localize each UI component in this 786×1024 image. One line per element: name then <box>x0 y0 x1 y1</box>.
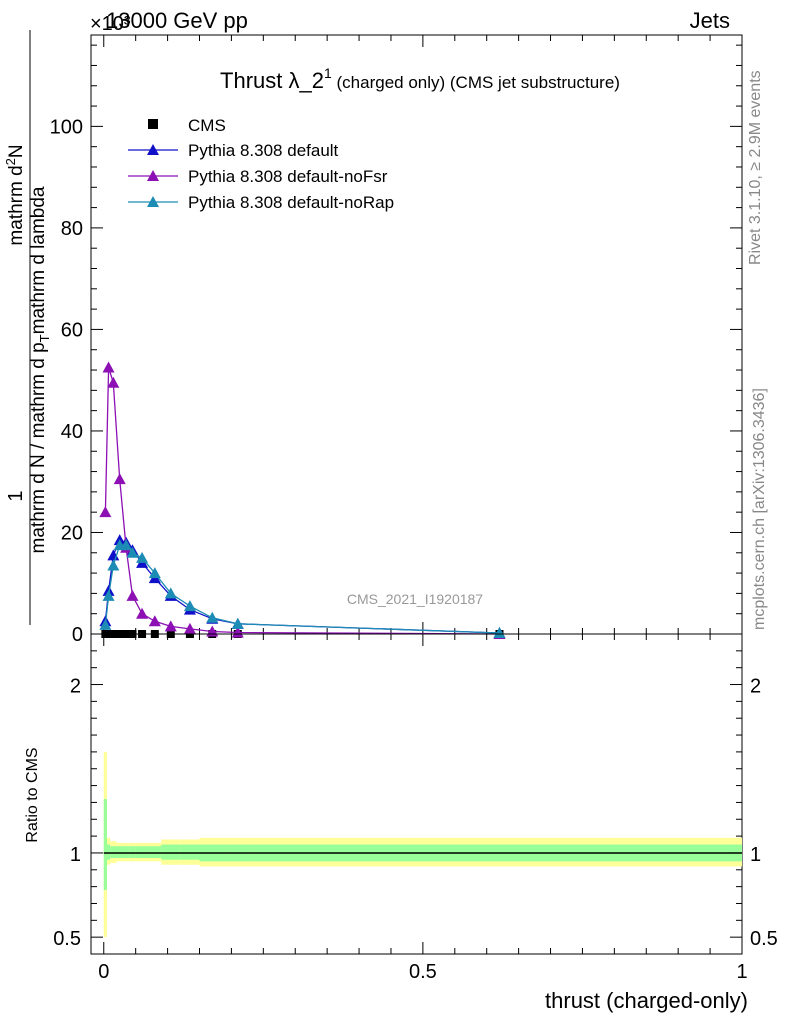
x-axis-label: thrust (charged-only) <box>545 988 748 1013</box>
ratio-data-layer <box>103 751 742 938</box>
legend-label-norap: Pythia 8.308 default-noRap <box>188 193 394 212</box>
mc-data-point <box>183 600 196 612</box>
main-axis-ticks: 0 20 40 60 80 100 <box>50 35 743 646</box>
mc-data-point <box>107 559 120 571</box>
series-line <box>104 539 500 634</box>
mc-data-point <box>231 617 244 629</box>
ratio-inner-band <box>122 846 130 858</box>
legend-marker-norap <box>147 196 159 207</box>
main-y-axis-label: 1 mathrm d N / mathrm d pTmathrm d lambd… <box>3 30 52 625</box>
ratio-inner-band <box>110 846 117 858</box>
mc-data-point <box>102 361 115 373</box>
main-y-tick-label: 40 <box>61 421 83 443</box>
legend-marker-default <box>147 144 159 155</box>
ratio-inner-band <box>116 846 123 858</box>
legend-label-nofsr: Pythia 8.308 default-noFsr <box>188 167 388 186</box>
mc-data-point <box>99 618 112 630</box>
mc-data-point <box>120 539 133 551</box>
mc-data-point <box>164 620 177 632</box>
rivet-label: Rivet 3.1.10, ≥ 2.9M events <box>747 70 764 265</box>
y-label-denominator: mathrm d N / mathrm d pTmathrm d lambda <box>28 186 52 553</box>
mc-data-point <box>102 589 115 601</box>
ratio-x-tick-label: 0.5 <box>409 961 437 983</box>
ratio-y-label: Ratio to CMS <box>24 747 41 842</box>
ratio-y-tick-label: 0.5 <box>53 928 81 950</box>
jets-label: Jets <box>690 8 730 33</box>
legend-label-default: Pythia 8.308 default <box>188 141 339 160</box>
legend-marker-nofsr <box>147 170 159 181</box>
energy-label: 13000 GeV pp <box>106 8 248 33</box>
mc-data-point <box>231 626 244 638</box>
mc-data-point <box>206 611 219 623</box>
ratio-inner-band <box>135 846 149 858</box>
mc-data-point <box>99 506 112 518</box>
legend: CMS Pythia 8.308 default Pythia 8.308 de… <box>128 116 394 212</box>
mc-data-point <box>493 626 506 638</box>
title-rest: (charged only) (CMS jet substructure) <box>332 73 620 92</box>
main-y-tick-label: 80 <box>61 218 83 240</box>
ratio-y-tick-label: 2 <box>70 676 81 698</box>
ratio-axis-ticks: 0 0.5 10.5 0.51 12 2 <box>53 634 778 983</box>
mc-data-point <box>148 615 161 627</box>
ratio-y-tick-label-right: 0.5 <box>750 928 778 950</box>
y-label-numerator-1: 1 <box>5 490 27 501</box>
title-main: Thrust λ_2 <box>220 68 324 93</box>
legend-marker-cms <box>148 119 158 129</box>
mc-data-point <box>113 473 126 485</box>
mc-data-point <box>107 376 120 388</box>
mcplots-label: mcplots.cern.ch [arXiv:1306.3436] <box>751 388 768 630</box>
mc-data-point <box>164 587 177 599</box>
ratio-inner-band <box>129 846 136 858</box>
mc-data-point <box>136 607 149 619</box>
ratio-x-tick-label: 0 <box>98 961 109 983</box>
ratio-y-tick-label-right: 1 <box>750 844 761 866</box>
ratio-y-tick-label-right: 2 <box>750 676 761 698</box>
mc-data-point <box>126 589 139 601</box>
ratio-inner-band <box>103 799 107 890</box>
plot-title: Thrust λ_21 (charged only) (CMS jet subs… <box>220 65 620 93</box>
title-sup: 1 <box>324 65 332 81</box>
mc-data-point <box>136 551 149 563</box>
main-y-tick-label: 20 <box>61 522 83 544</box>
main-y-tick-label: 0 <box>72 624 83 646</box>
ratio-inner-band <box>180 844 200 860</box>
mc-data-point <box>126 546 139 558</box>
mc-data-point <box>148 567 161 579</box>
ratio-x-tick-label: 1 <box>736 961 747 983</box>
y-label-numerator-2: mathrm d2N <box>3 144 27 245</box>
analysis-watermark: CMS_2021_I1920187 <box>347 591 483 607</box>
ratio-inner-band <box>161 844 181 860</box>
legend-label-cms: CMS <box>188 116 226 135</box>
mc-data-point <box>183 622 196 634</box>
ratio-y-tick-label: 1 <box>70 844 81 866</box>
main-y-tick-label: 60 <box>61 319 83 341</box>
ratio-frame <box>90 633 743 955</box>
ratio-inner-band <box>106 844 111 860</box>
exponent-label: ×10³ <box>90 13 131 35</box>
main-y-tick-label: 100 <box>50 116 83 138</box>
ratio-inner-band <box>148 846 162 858</box>
